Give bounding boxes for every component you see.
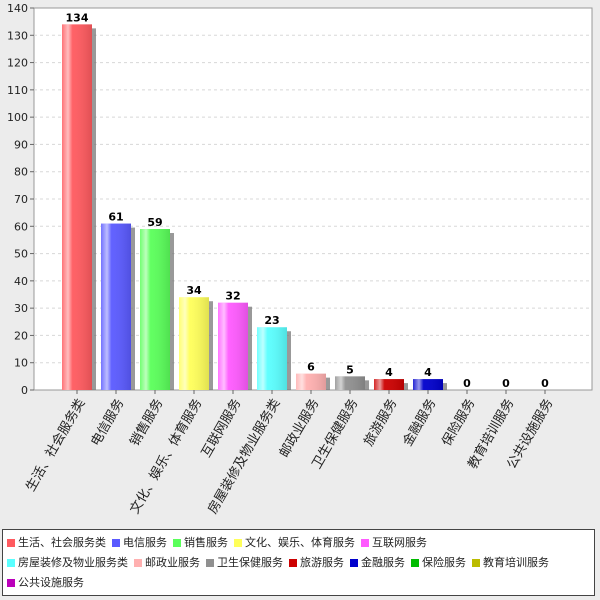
y-tick-label: 60 — [14, 220, 28, 233]
bar-highlight — [62, 24, 92, 390]
y-tick-label: 70 — [14, 193, 28, 206]
legend-swatch — [350, 559, 358, 567]
legend-swatch — [289, 559, 297, 567]
x-tick-label: 保险服务 — [439, 396, 479, 449]
legend-swatch — [411, 559, 419, 567]
legend-swatch — [234, 539, 242, 547]
data-label: 23 — [264, 314, 279, 327]
legend-swatch — [7, 579, 15, 587]
data-label: 59 — [147, 216, 162, 229]
legend-item: 旅游服务 — [289, 553, 344, 573]
legend-label: 金融服务 — [361, 556, 405, 569]
x-tick-label: 电信服务 — [88, 396, 128, 449]
legend-item: 房屋装修及物业服务类 — [7, 553, 128, 573]
y-tick-label: 80 — [14, 166, 28, 179]
data-label: 4 — [424, 366, 432, 379]
y-tick-label: 120 — [7, 57, 28, 70]
bar-highlight — [218, 302, 248, 390]
legend-item: 保险服务 — [411, 553, 466, 573]
bar-highlight — [335, 376, 365, 390]
bar-highlight — [257, 327, 287, 390]
legend-swatch — [7, 559, 15, 567]
x-tick-label: 文化、娱乐、体育服务 — [127, 396, 206, 517]
legend-item: 金融服务 — [350, 553, 405, 573]
y-tick-label: 40 — [14, 275, 28, 288]
x-tick-label: 金融服务 — [400, 396, 440, 449]
data-label: 0 — [541, 377, 549, 390]
legend-item: 生活、社会服务类 — [7, 533, 106, 553]
x-tick-label: 邮政业服务 — [276, 396, 322, 460]
x-tick-label: 旅游服务 — [361, 396, 401, 449]
y-tick-label: 0 — [21, 384, 28, 397]
x-tick-label: 销售服务 — [127, 396, 167, 449]
bar-highlight — [413, 379, 443, 390]
y-tick-label: 30 — [14, 302, 28, 315]
data-label: 134 — [66, 11, 89, 24]
legend-item: 电信服务 — [112, 533, 167, 553]
x-tick-label: 互联网服务 — [198, 396, 244, 460]
x-tick-label: 生活、社会服务类 — [23, 396, 89, 494]
bar-highlight — [296, 373, 326, 390]
legend-item: 卫生保健服务 — [206, 553, 283, 573]
data-label: 4 — [385, 366, 393, 379]
data-label: 0 — [502, 377, 510, 390]
legend-swatch — [361, 539, 369, 547]
y-tick-label: 50 — [14, 248, 28, 261]
legend-item: 邮政业服务 — [134, 553, 200, 573]
y-tick-label: 110 — [7, 84, 28, 97]
legend-label: 旅游服务 — [300, 556, 344, 569]
legend-item: 公共设施服务 — [7, 573, 84, 593]
legend-label: 教育培训服务 — [483, 556, 549, 569]
data-label: 0 — [463, 377, 471, 390]
legend-item: 文化、娱乐、体育服务 — [234, 533, 355, 553]
legend-item: 互联网服务 — [361, 533, 427, 553]
data-label: 34 — [186, 284, 202, 297]
legend: 生活、社会服务类 电信服务 销售服务 文化、娱乐、体育服务 互联网服务房屋装修及物业服务… — [2, 529, 595, 596]
data-label: 5 — [346, 363, 354, 376]
legend-label: 生活、社会服务类 — [18, 536, 106, 549]
y-tick-label: 90 — [14, 138, 28, 151]
legend-swatch — [7, 539, 15, 547]
bar-highlight — [140, 229, 170, 390]
bar-highlight — [374, 379, 404, 390]
legend-label: 公共设施服务 — [18, 576, 84, 589]
y-tick-label: 10 — [14, 357, 28, 370]
legend-label: 文化、娱乐、体育服务 — [245, 536, 355, 549]
y-tick-label: 140 — [7, 2, 28, 15]
legend-swatch — [173, 539, 181, 547]
bar-highlight — [101, 223, 131, 390]
bar-highlight — [179, 297, 209, 390]
y-tick-label: 130 — [7, 29, 28, 42]
legend-swatch — [134, 559, 142, 567]
data-label: 6 — [307, 361, 315, 374]
data-label: 61 — [108, 211, 123, 224]
legend-swatch — [112, 539, 120, 547]
legend-label: 卫生保健服务 — [217, 556, 283, 569]
legend-item: 销售服务 — [173, 533, 228, 553]
legend-swatch — [472, 559, 480, 567]
legend-label: 电信服务 — [123, 536, 167, 549]
y-tick-label: 100 — [7, 111, 28, 124]
legend-label: 销售服务 — [184, 536, 228, 549]
legend-item: 教育培训服务 — [472, 553, 549, 573]
x-tick-label: 房屋装修及物业服务类 — [205, 396, 284, 517]
legend-label: 房屋装修及物业服务类 — [18, 556, 128, 569]
legend-swatch — [206, 559, 214, 567]
legend-label: 邮政业服务 — [145, 556, 200, 569]
data-label: 32 — [225, 290, 240, 303]
legend-label: 互联网服务 — [372, 536, 427, 549]
y-tick-label: 20 — [14, 329, 28, 342]
legend-label: 保险服务 — [422, 556, 466, 569]
